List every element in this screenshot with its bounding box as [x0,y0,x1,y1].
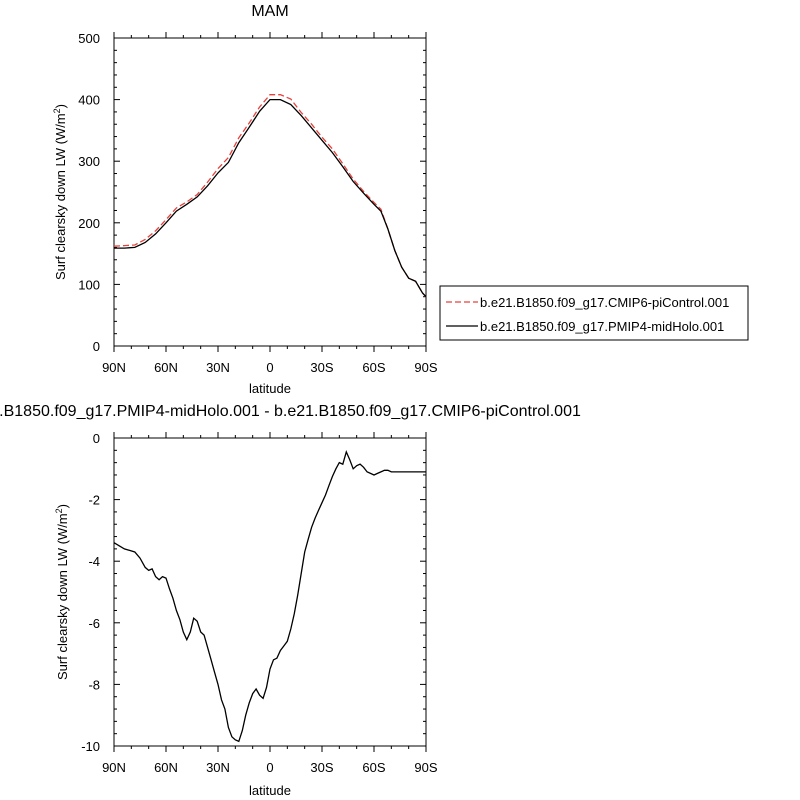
bottom-ytick-label: -6 [88,616,100,631]
top-series-line-0 [113,94,427,298]
top-xtick-label: 30N [206,360,230,375]
bottom-xtick-label: 30N [206,760,230,775]
bottom-ytick-label: -8 [88,677,100,692]
top-xtick-label: 30S [310,360,333,375]
bottom-plot-lines [113,449,426,743]
bottom-panel-difference: b.e21.B1850.f09_g17.PMIP4-midHolo.001 - … [0,403,581,798]
bottom-x-axis-label: latitude [249,783,291,798]
top-y-axis-label: Surf clearsky down LW (W/m2) [52,104,68,280]
bottom-x-axis: 90N 60N 30N 0 30S 60S 90S [102,432,438,775]
legend-label-1: b.e21.B1850.f09_g17.PMIP4-midHolo.001 [480,319,724,334]
bottom-xtick-label: 90N [102,760,126,775]
bottom-y-axis: -10 -8 -6 -4 -2 0 [81,431,426,754]
top-y-axis: 0 100 200 300 400 500 [78,31,426,354]
bottom-panel-frame [113,437,427,747]
top-panel-mam: MAM 0 100 200 300 400 500 90N 60N 30N 0 30S 60S 90S… [52,3,749,396]
legend-label-0: b.e21.B1850.f09_g17.CMIP6-piControl.001 [480,295,729,310]
top-xtick-label: 60S [362,360,385,375]
top-x-axis-label: latitude [249,381,291,396]
top-x-axis: 90N 60N 30N 0 30S 60S 90S [102,32,438,375]
top-xtick-label: 90S [414,360,437,375]
bottom-xtick-label: 0 [266,760,273,775]
bottom-ytick-label: -2 [88,493,100,508]
top-ytick-label: 400 [78,93,100,108]
bottom-series-line-0 [113,449,426,743]
bottom-xtick-label: 90S [414,760,437,775]
bottom-y-axis-label: Surf clearsky down LW (W/m2) [54,504,70,680]
top-ytick-label: 200 [78,216,100,231]
top-ytick-label: 500 [78,31,100,46]
top-panel-frame [113,37,427,347]
bottom-xtick-label: 60S [362,760,385,775]
bottom-xtick-label: 60N [154,760,178,775]
legend: b.e21.B1850.f09_g17.CMIP6-piControl.001b… [439,285,749,341]
bottom-panel-title: b.e21.B1850.f09_g17.PMIP4-midHolo.001 - … [0,403,581,420]
bottom-ytick-label: -10 [81,739,100,754]
bottom-ytick-label: -4 [88,554,100,569]
legend-box [439,285,749,341]
top-ytick-label: 300 [78,154,100,169]
top-ytick-label: 0 [93,339,100,354]
bottom-ytick-label: 0 [93,431,100,446]
top-xtick-label: 90N [102,360,126,375]
top-xtick-label: 60N [154,360,178,375]
top-xtick-label: 0 [266,360,273,375]
top-panel-title: MAM [251,3,288,20]
top-series-line-1 [114,98,427,298]
top-plot-lines [113,94,427,298]
top-ytick-label: 100 [78,277,100,292]
bottom-xtick-label: 30S [310,760,333,775]
